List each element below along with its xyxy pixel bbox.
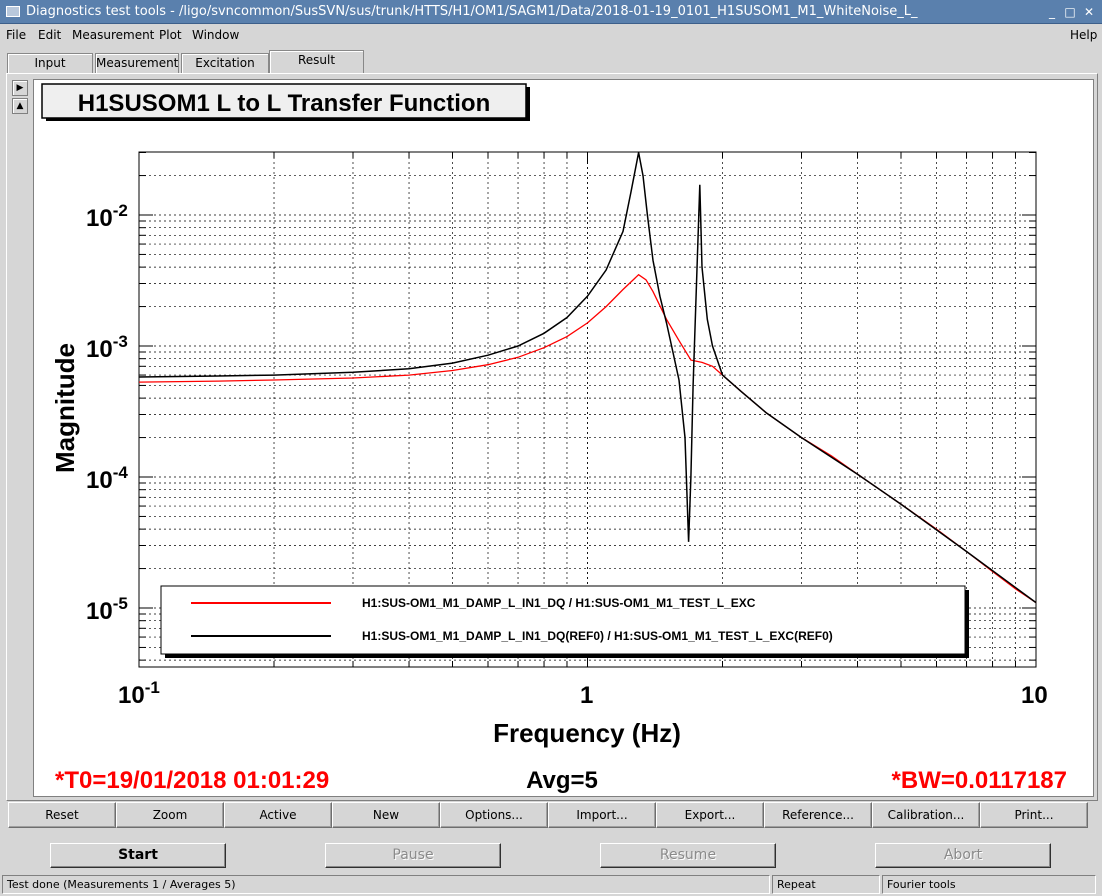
import-button[interactable]: Import... (548, 802, 656, 828)
tab-strip: Input Measurement Excitation Result (0, 48, 1102, 74)
menu-help[interactable]: Help (1070, 28, 1098, 42)
options-button[interactable]: Options... (440, 802, 548, 828)
close-button[interactable]: ✕ (1083, 5, 1095, 19)
resume-button[interactable]: Resume (600, 843, 776, 868)
result-panel (6, 73, 1098, 801)
abort-button[interactable]: Abort (875, 843, 1051, 868)
plot-title-box (41, 83, 527, 119)
status-mode: Repeat (772, 875, 880, 894)
menu-edit[interactable]: Edit (38, 28, 62, 42)
axis-ticks (138, 151, 1037, 667)
plot-gridlines (139, 152, 1036, 667)
plot-title: H1SUSOM1 L to L Transfer Function (78, 90, 491, 117)
calibration-button[interactable]: Calibration... (872, 802, 980, 828)
pad-next-arrow-icon[interactable]: ▶ (12, 80, 28, 96)
plot-toolbar: Reset Zoom Active New Options... Import.… (8, 802, 1090, 828)
xtick-label-10: 10 (1021, 682, 1048, 709)
print-button[interactable]: Print... (980, 802, 1088, 828)
menu-window[interactable]: Window (192, 28, 240, 42)
bw-label: *BW=0.0117187 (892, 767, 1067, 794)
new-button[interactable]: New (332, 802, 440, 828)
ytick-label-1e-5: 10-5 (86, 594, 128, 625)
y-axis-label: Magnitude (50, 343, 80, 473)
ytick-label-1e-3: 10-3 (86, 332, 128, 363)
tab-result[interactable]: Result (269, 50, 364, 73)
export-button[interactable]: Export... (656, 802, 764, 828)
x-axis-label: Frequency (Hz) (493, 718, 681, 748)
series-line-reference (138, 152, 1037, 604)
menu-measurement[interactable]: Measurement (72, 28, 155, 42)
menu-bar: File Edit Measurement Plot Window Help (0, 25, 1102, 47)
menu-plot[interactable]: Plot (159, 28, 182, 42)
pad-up-arrow-icon[interactable]: ▲ (12, 98, 28, 114)
zoom-button[interactable]: Zoom (116, 802, 224, 828)
maximize-button[interactable]: □ (1064, 5, 1076, 19)
reference-button[interactable]: Reference... (764, 802, 872, 828)
status-tool: Fourier tools (882, 875, 1096, 894)
window-title: Diagnostics test tools - /ligo/svncommon… (26, 4, 918, 19)
reset-button[interactable]: Reset (8, 802, 116, 828)
status-message: Test done (Measurements 1 / Averages 5) (2, 875, 770, 894)
legend-label-current: H1:SUS-OM1_M1_DAMP_L_IN1_DQ / H1:SUS-OM1… (362, 596, 756, 610)
window-title-bar[interactable]: Diagnostics test tools - /ligo/svncommon… (0, 0, 1102, 24)
window-menu-icon[interactable] (6, 6, 20, 17)
legend-box[interactable] (160, 585, 966, 655)
ytick-label-1e-4: 10-4 (86, 463, 128, 494)
minimize-button[interactable]: _ (1049, 5, 1055, 19)
legend-label-reference: H1:SUS-OM1_M1_DAMP_L_IN1_DQ(REF0) / H1:S… (362, 629, 833, 643)
menu-file[interactable]: File (6, 28, 27, 42)
xtick-label-0.1: 10-1 (118, 678, 160, 709)
start-button[interactable]: Start (50, 843, 226, 868)
pause-button[interactable]: Pause (325, 843, 501, 868)
active-button[interactable]: Active (224, 802, 332, 828)
ytick-label-1e-2: 10-2 (86, 201, 128, 232)
tab-excitation[interactable]: Excitation (181, 53, 269, 73)
avg-label: Avg=5 (526, 767, 598, 794)
tab-input[interactable]: Input (7, 53, 93, 73)
t0-label: *T0=19/01/2018 01:01:29 (55, 767, 329, 794)
xtick-label-1: 1 (580, 682, 593, 709)
tab-measurement[interactable]: Measurement (95, 53, 179, 73)
status-bar: Test done (Measurements 1 / Averages 5) … (0, 874, 1102, 896)
